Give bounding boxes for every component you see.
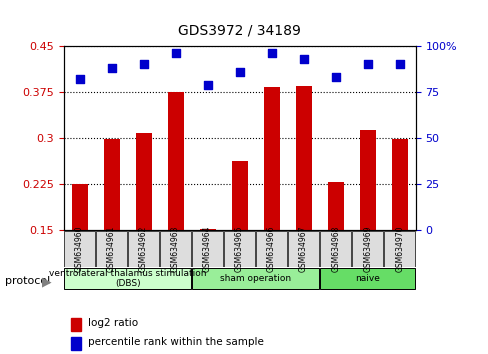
FancyBboxPatch shape — [192, 231, 223, 267]
Bar — [70, 318, 81, 331]
FancyBboxPatch shape — [224, 231, 254, 267]
Text: log2 ratio: log2 ratio — [88, 318, 138, 329]
Bar — [135, 133, 151, 230]
Bar — [103, 139, 120, 230]
Text: protocol: protocol — [5, 276, 50, 286]
Text: GSM634965: GSM634965 — [235, 225, 244, 272]
FancyBboxPatch shape — [256, 231, 286, 267]
Point — [76, 76, 83, 82]
Point — [299, 56, 307, 62]
Text: ▶: ▶ — [41, 275, 51, 288]
Point — [107, 65, 115, 71]
Text: sham operation: sham operation — [220, 274, 290, 283]
FancyBboxPatch shape — [64, 231, 95, 267]
FancyBboxPatch shape — [287, 231, 318, 267]
FancyBboxPatch shape — [384, 231, 414, 267]
Bar — [391, 139, 407, 230]
FancyBboxPatch shape — [351, 231, 382, 267]
Point — [203, 82, 211, 87]
Text: GSM634964: GSM634964 — [203, 225, 212, 272]
Bar — [70, 337, 81, 350]
Text: GSM634966: GSM634966 — [266, 225, 276, 272]
Point — [331, 74, 339, 80]
Text: GSM634963: GSM634963 — [171, 225, 180, 272]
Bar — [295, 86, 311, 230]
Text: percentile rank within the sample: percentile rank within the sample — [88, 337, 264, 347]
Bar — [71, 184, 87, 230]
Point — [363, 62, 371, 67]
Bar — [231, 161, 247, 230]
Text: ventrolateral thalamus stimulation
(DBS): ventrolateral thalamus stimulation (DBS) — [49, 269, 206, 289]
Text: GDS3972 / 34189: GDS3972 / 34189 — [178, 23, 301, 37]
FancyBboxPatch shape — [128, 231, 159, 267]
Point — [140, 62, 147, 67]
Text: GSM634967: GSM634967 — [299, 225, 307, 272]
FancyBboxPatch shape — [160, 231, 191, 267]
Text: GSM634968: GSM634968 — [330, 225, 340, 272]
Bar — [199, 229, 215, 230]
Text: naive: naive — [354, 274, 379, 283]
Text: GSM634962: GSM634962 — [139, 225, 148, 272]
Point — [267, 51, 275, 56]
FancyBboxPatch shape — [96, 231, 127, 267]
Bar — [359, 130, 375, 230]
Bar — [263, 87, 279, 230]
Bar — [167, 92, 183, 230]
Point — [171, 51, 179, 56]
FancyBboxPatch shape — [64, 268, 191, 289]
Text: GSM634961: GSM634961 — [107, 225, 116, 272]
Point — [235, 69, 243, 75]
Point — [395, 62, 403, 67]
FancyBboxPatch shape — [320, 268, 414, 289]
FancyBboxPatch shape — [320, 231, 350, 267]
Text: GSM634960: GSM634960 — [75, 225, 84, 272]
Bar — [327, 182, 343, 230]
Text: GSM634969: GSM634969 — [363, 225, 371, 272]
Text: GSM634970: GSM634970 — [394, 225, 403, 272]
FancyBboxPatch shape — [192, 268, 318, 289]
